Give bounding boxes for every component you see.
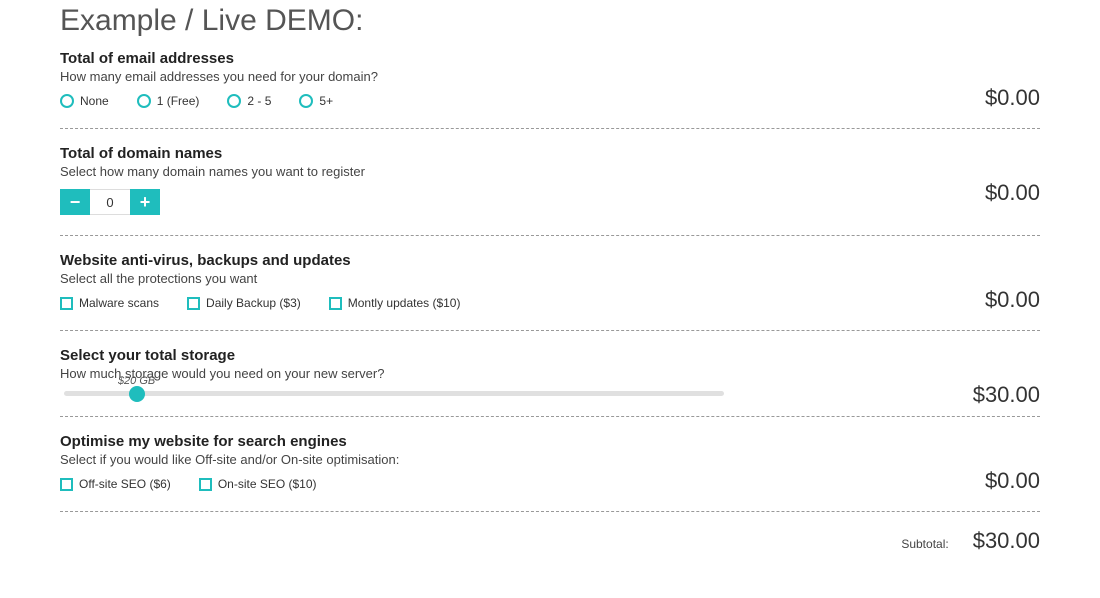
section-protection: Website anti-virus, backups and updates … <box>60 252 1040 331</box>
radio-2-5[interactable]: 2 - 5 <box>227 94 271 108</box>
email-title: Total of email addresses <box>60 50 1040 67</box>
domains-desc: Select how many domain names you want to… <box>60 164 1040 179</box>
section-email: Total of email addresses How many email … <box>60 50 1040 129</box>
radio-label: 1 (Free) <box>157 94 200 108</box>
radio-label: None <box>80 94 109 108</box>
domains-price: $0.00 <box>985 180 1040 206</box>
radio-icon <box>299 94 313 108</box>
email-price: $0.00 <box>985 85 1040 111</box>
checkbox-icon <box>60 297 73 310</box>
section-domains: Total of domain names Select how many do… <box>60 145 1040 236</box>
stepper-minus-button[interactable]: − <box>60 189 90 215</box>
domains-stepper: − 0 + <box>60 189 1040 215</box>
email-options: None 1 (Free) 2 - 5 5+ <box>60 94 1040 108</box>
check-backup[interactable]: Daily Backup ($3) <box>187 296 301 310</box>
checkbox-icon <box>199 478 212 491</box>
slider-track <box>64 391 724 396</box>
storage-desc: How much storage would you need on your … <box>60 366 1040 381</box>
slider-thumb[interactable] <box>129 386 145 402</box>
storage-price: $30.00 <box>973 382 1040 408</box>
radio-5plus[interactable]: 5+ <box>299 94 333 108</box>
domains-title: Total of domain names <box>60 145 1040 162</box>
protection-desc: Select all the protections you want <box>60 271 1040 286</box>
section-seo: Optimise my website for search engines S… <box>60 433 1040 512</box>
storage-title: Select your total storage <box>60 347 1040 364</box>
radio-label: 5+ <box>319 94 333 108</box>
radio-label: 2 - 5 <box>247 94 271 108</box>
radio-icon <box>227 94 241 108</box>
protection-price: $0.00 <box>985 287 1040 313</box>
check-label: Montly updates ($10) <box>348 296 461 310</box>
section-storage: Select your total storage How much stora… <box>60 347 1040 417</box>
check-label: Off-site SEO ($6) <box>79 477 171 491</box>
seo-price: $0.00 <box>985 468 1040 494</box>
checkbox-icon <box>60 478 73 491</box>
subtotal-label: Subtotal: <box>901 537 948 551</box>
radio-icon <box>60 94 74 108</box>
storage-slider[interactable]: $20 GB <box>64 391 724 396</box>
check-label: Daily Backup ($3) <box>206 296 301 310</box>
radio-1-free[interactable]: 1 (Free) <box>137 94 200 108</box>
checkbox-icon <box>329 297 342 310</box>
check-updates[interactable]: Montly updates ($10) <box>329 296 461 310</box>
radio-icon <box>137 94 151 108</box>
stepper-plus-button[interactable]: + <box>130 189 160 215</box>
subtotal-row: Subtotal: $30.00 <box>60 528 1040 554</box>
check-label: Malware scans <box>79 296 159 310</box>
check-offsite-seo[interactable]: Off-site SEO ($6) <box>60 477 171 491</box>
check-label: On-site SEO ($10) <box>218 477 317 491</box>
seo-desc: Select if you would like Off-site and/or… <box>60 452 1040 467</box>
radio-none[interactable]: None <box>60 94 109 108</box>
checkbox-icon <box>187 297 200 310</box>
check-malware[interactable]: Malware scans <box>60 296 159 310</box>
seo-options: Off-site SEO ($6) On-site SEO ($10) <box>60 477 1040 491</box>
protection-options: Malware scans Daily Backup ($3) Montly u… <box>60 296 1040 310</box>
page-title: Example / Live DEMO: <box>60 4 1040 38</box>
check-onsite-seo[interactable]: On-site SEO ($10) <box>199 477 317 491</box>
email-desc: How many email addresses you need for yo… <box>60 69 1040 84</box>
subtotal-value: $30.00 <box>973 528 1040 554</box>
seo-title: Optimise my website for search engines <box>60 433 1040 450</box>
stepper-value[interactable]: 0 <box>90 189 130 215</box>
protection-title: Website anti-virus, backups and updates <box>60 252 1040 269</box>
